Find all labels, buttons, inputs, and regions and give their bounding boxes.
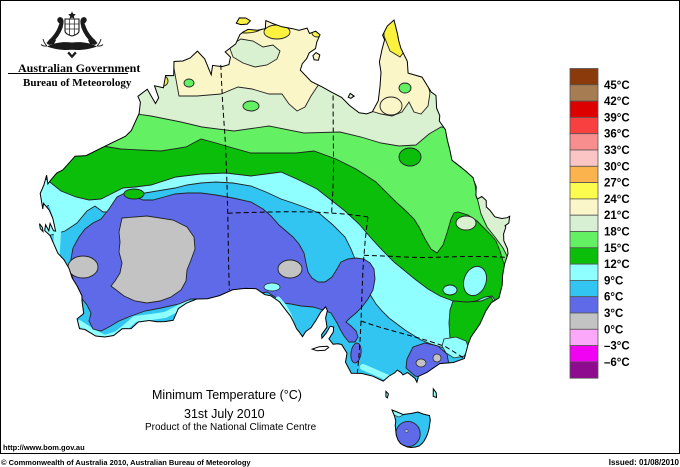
svg-text:27°C: 27°C <box>604 178 630 190</box>
svg-text:3°C: 3°C <box>604 308 623 320</box>
svg-text:6°C: 6°C <box>604 292 623 304</box>
svg-text:39°C: 39°C <box>604 112 630 124</box>
svg-text:9°C: 9°C <box>604 275 623 287</box>
svg-text:0°C: 0°C <box>604 324 623 336</box>
svg-text:45°C: 45°C <box>604 80 630 92</box>
svg-text:15°C: 15°C <box>604 243 630 255</box>
svg-text:33°C: 33°C <box>604 145 630 157</box>
svg-text:24°C: 24°C <box>604 194 630 206</box>
svg-text:–6°C: –6°C <box>604 357 630 369</box>
svg-text:–3°C: –3°C <box>604 341 630 353</box>
svg-text:12°C: 12°C <box>604 259 630 271</box>
svg-text:21°C: 21°C <box>604 210 630 222</box>
svg-text:36°C: 36°C <box>604 129 630 141</box>
svg-text:18°C: 18°C <box>604 227 630 239</box>
svg-text:30°C: 30°C <box>604 161 630 173</box>
svg-text:42°C: 42°C <box>604 96 630 108</box>
